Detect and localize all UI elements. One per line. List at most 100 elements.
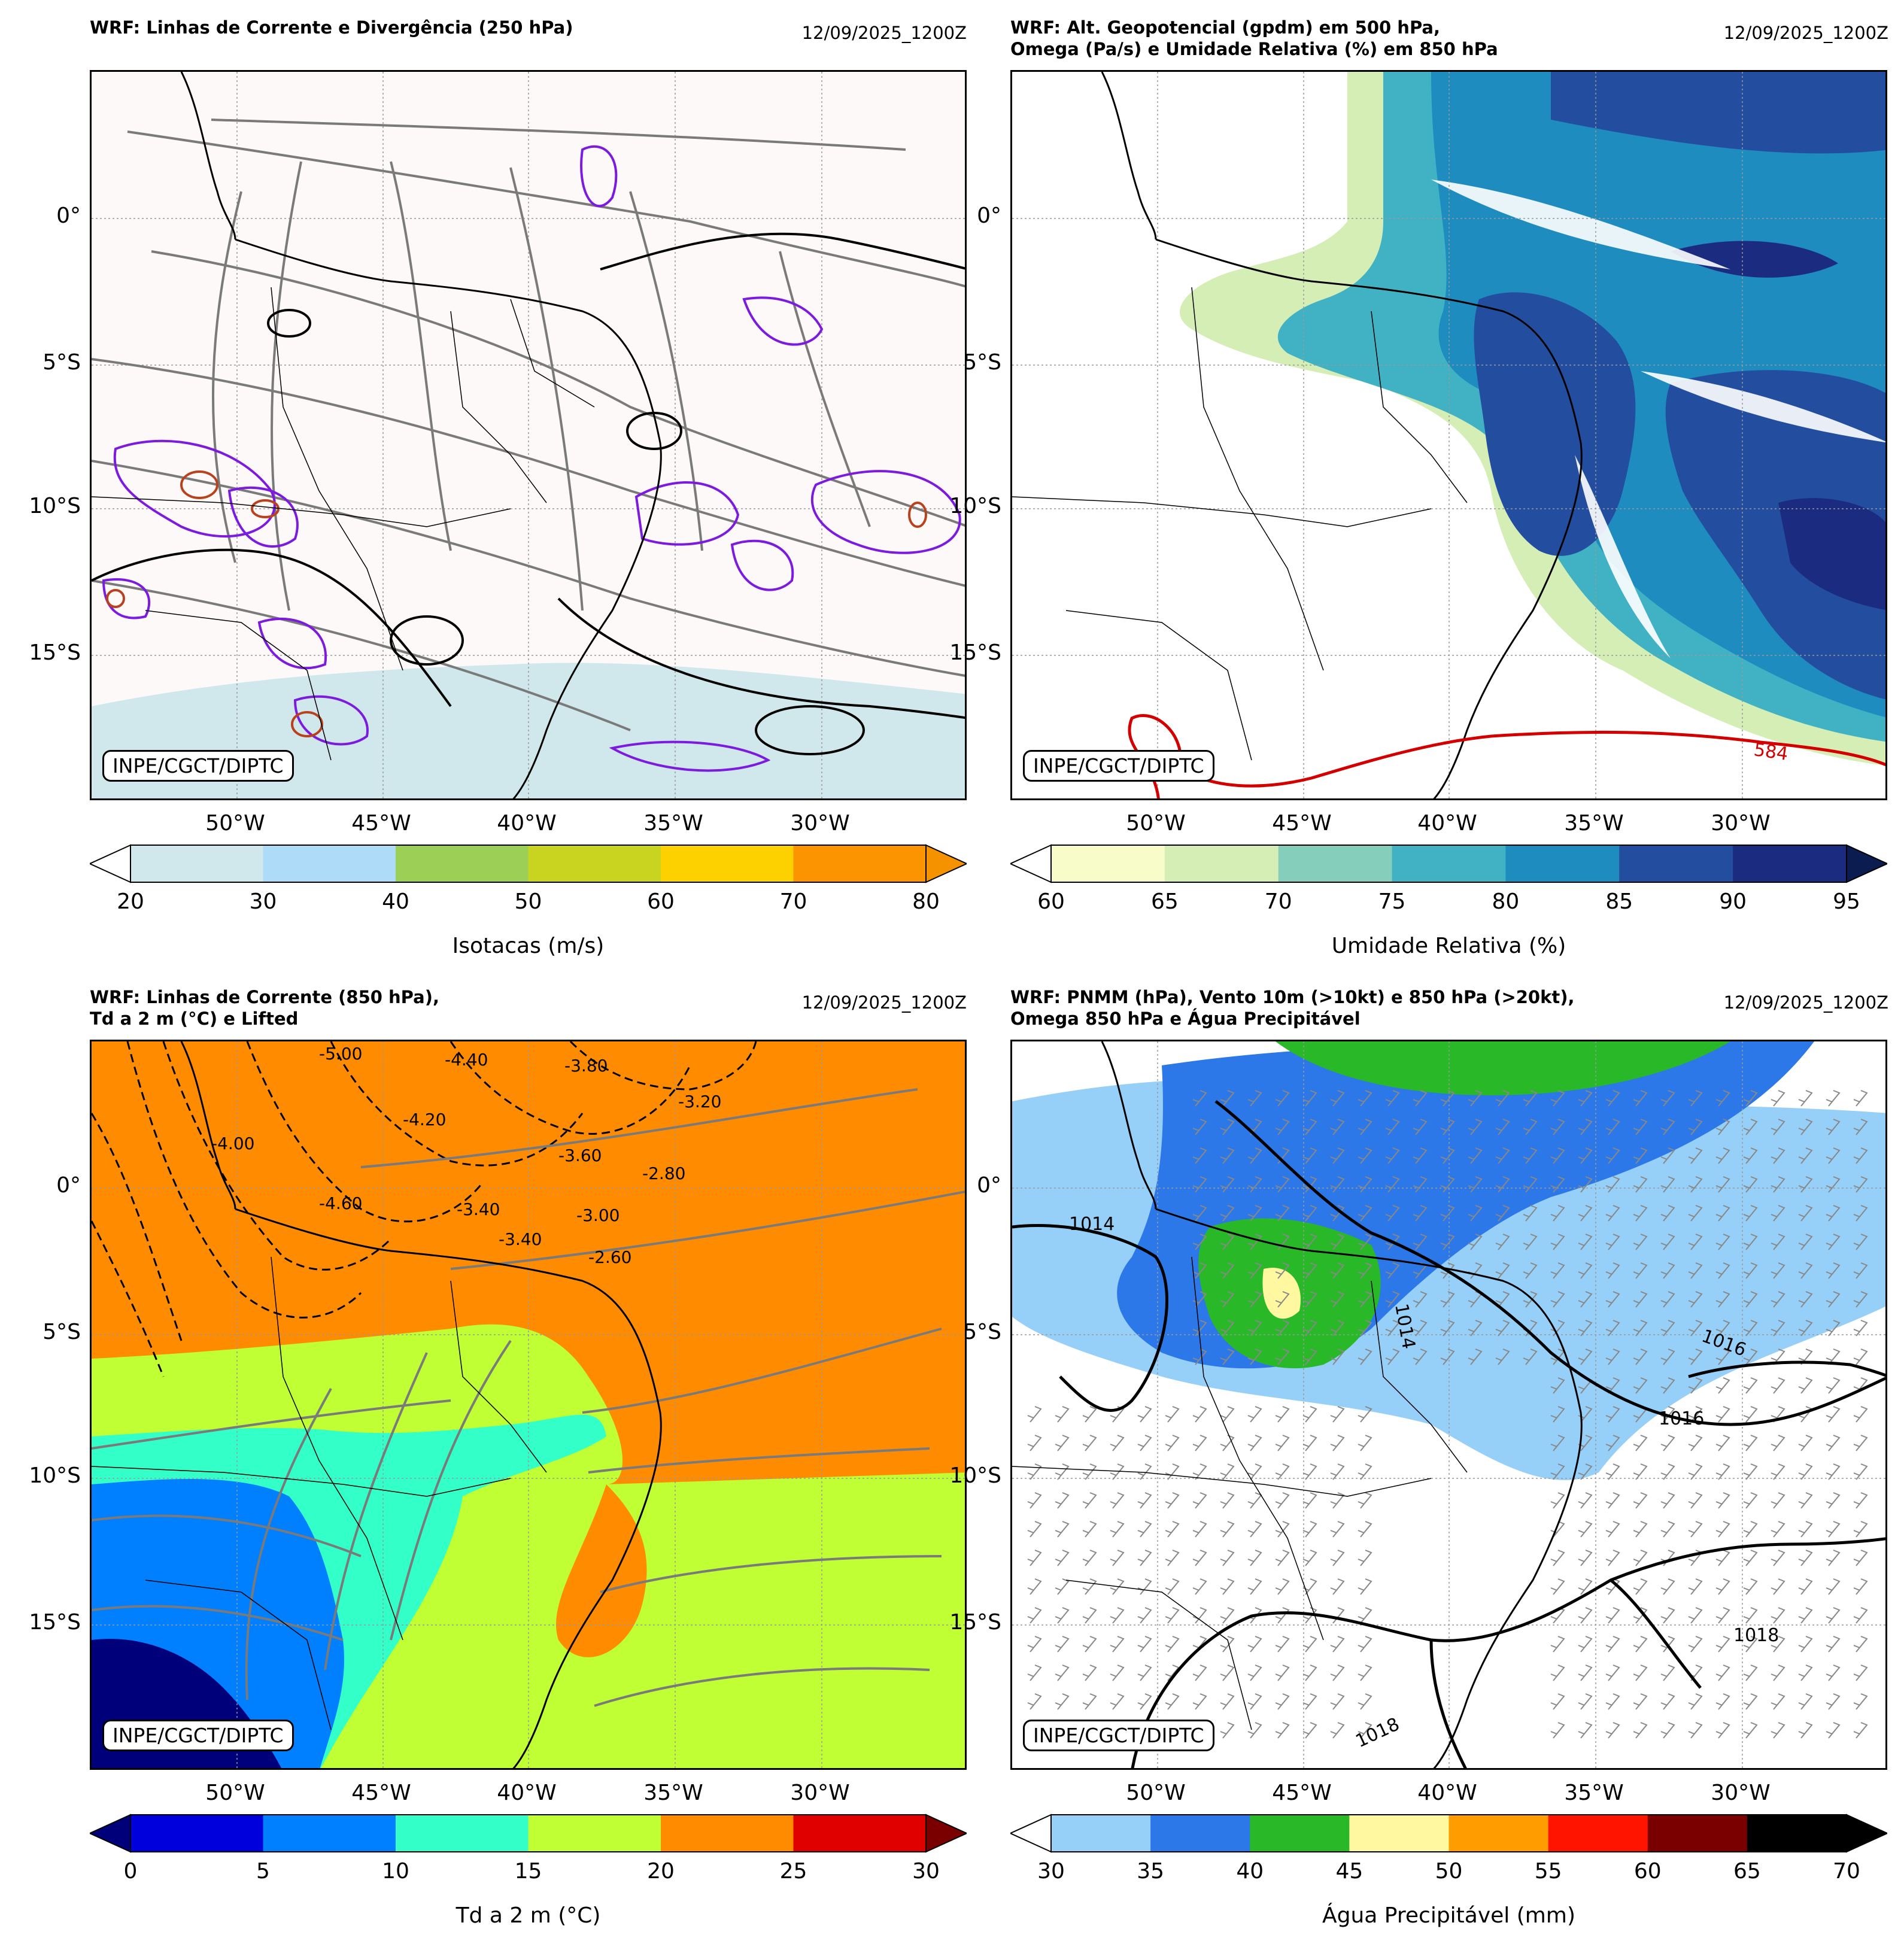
wind-barb: [1468, 1348, 1483, 1365]
wind-barb: [1605, 1636, 1620, 1653]
wind-barb: [1853, 1550, 1868, 1566]
wind-barb: [1440, 1234, 1455, 1250]
wind-barb: [1358, 1205, 1372, 1222]
wind-barb: [1578, 1320, 1593, 1337]
wind-barb: [1358, 1492, 1372, 1509]
wind-barb: [1358, 1550, 1372, 1566]
wind-barb: [1771, 1377, 1785, 1394]
wind-barb: [1633, 1607, 1648, 1624]
wind-barb: [1220, 1435, 1235, 1451]
wind-barb: [1302, 1722, 1317, 1739]
wind-barb: [1495, 1320, 1510, 1337]
wind-barb: [1771, 1578, 1785, 1595]
wind-barb: [1220, 1348, 1235, 1365]
wind-barb: [1660, 1205, 1675, 1222]
wind-barb: [1550, 1665, 1565, 1681]
wind-barb: [1633, 1205, 1648, 1222]
colorbar-segment: [1051, 845, 1165, 882]
contour-label: -4.20: [403, 1110, 446, 1129]
wind-barb: [1660, 1463, 1675, 1480]
wind-barb: [1633, 1722, 1648, 1739]
wind-barb: [1440, 1291, 1455, 1308]
wind-barb: [1743, 1234, 1758, 1250]
wind-barb: [1688, 1636, 1703, 1653]
wind-barb: [1137, 1636, 1152, 1653]
wind-barb: [1771, 1665, 1785, 1681]
wind-barb: [1027, 1665, 1042, 1681]
wind-barb: [1688, 1291, 1703, 1308]
wind-barb: [1633, 1550, 1648, 1566]
colorbar-tick: 80: [912, 889, 940, 914]
wind-barb: [1550, 1693, 1565, 1710]
wind-barb: [1660, 1176, 1675, 1193]
wind-barb: [1275, 1578, 1290, 1595]
wind-barb: [1715, 1636, 1730, 1653]
wind-barb: [1027, 1636, 1042, 1653]
wind-barb: [1330, 1119, 1345, 1135]
wind-barb: [1220, 1147, 1235, 1164]
wind-barb: [1027, 1693, 1042, 1710]
colorbar-over: [925, 1814, 967, 1853]
wind-barb: [1110, 1550, 1125, 1566]
wind-barb: [1385, 1090, 1400, 1107]
colorbar-tick: 5: [256, 1859, 270, 1884]
wind-barb: [1688, 1377, 1703, 1394]
wind-barb: [1302, 1262, 1317, 1279]
lat-tick: 15°S: [949, 640, 1001, 665]
wind-barb: [1688, 1205, 1703, 1222]
wind-barb: [1633, 1291, 1648, 1308]
lat-tick: 10°S: [29, 494, 81, 518]
wind-barb: [1358, 1406, 1372, 1423]
wind-barb: [1826, 1607, 1841, 1624]
wind-barb: [1440, 1348, 1455, 1365]
wind-barb: [1302, 1090, 1317, 1107]
wind-barb: [1660, 1607, 1675, 1624]
map-frame: -5.00 -4.40 -3.80 -4.20 -3.60 -3.40 -3.0…: [90, 1040, 967, 1770]
wind-barb: [1330, 1492, 1345, 1509]
wind-barb: [1578, 1291, 1593, 1308]
wind-barb: [1358, 1578, 1372, 1595]
wind-barb: [1302, 1550, 1317, 1566]
wind-barb: [1743, 1521, 1758, 1538]
wind-barb: [1660, 1320, 1675, 1337]
wind-barb: [1743, 1320, 1758, 1337]
wind-barb: [1082, 1578, 1097, 1595]
colorbar-label: Td a 2 m (°C): [455, 1903, 601, 1928]
wind-barb: [1137, 1665, 1152, 1681]
wind-barb: [1027, 1521, 1042, 1538]
wind-barb: [1715, 1607, 1730, 1624]
lon-tick: 45°W: [1272, 811, 1332, 836]
wind-barb: [1633, 1492, 1648, 1509]
wind-barb: [1688, 1607, 1703, 1624]
wind-barb: [1247, 1492, 1262, 1509]
wind-barb: [1440, 1090, 1455, 1107]
wind-barb: [1578, 1348, 1593, 1365]
wind-barb: [1330, 1205, 1345, 1222]
wind-barb: [1330, 1435, 1345, 1451]
wind-barb: [1771, 1291, 1785, 1308]
wind-barb: [1798, 1607, 1813, 1624]
wind-barb: [1192, 1262, 1207, 1279]
wind-barb: [1826, 1665, 1841, 1681]
wind-barb: [1275, 1205, 1290, 1222]
wind-barb: [1660, 1435, 1675, 1451]
wind-barb: [1413, 1348, 1428, 1365]
wind-barb: [1523, 1205, 1538, 1222]
wind-barb: [1385, 1176, 1400, 1193]
wind-barb: [1110, 1435, 1125, 1451]
wind-barb: [1798, 1234, 1813, 1250]
panel-title: WRF: Alt. Geopotencial (gpdm) em 500 hPa…: [1010, 17, 1498, 59]
wind-barb: [1165, 1607, 1180, 1624]
wind-barb: [1798, 1665, 1813, 1681]
wind-barb: [1688, 1722, 1703, 1739]
wind-barb: [1082, 1607, 1097, 1624]
wind-barb: [1798, 1693, 1813, 1710]
colorbar-segment: [1250, 1815, 1350, 1852]
wind-barb: [1358, 1320, 1372, 1337]
wind-barb: [1688, 1176, 1703, 1193]
contour-label: -4.00: [211, 1134, 254, 1153]
wind-barb: [1633, 1119, 1648, 1135]
wind-barb: [1165, 1463, 1180, 1480]
wind-barb: [1165, 1550, 1180, 1566]
wind-barb: [1578, 1578, 1593, 1595]
